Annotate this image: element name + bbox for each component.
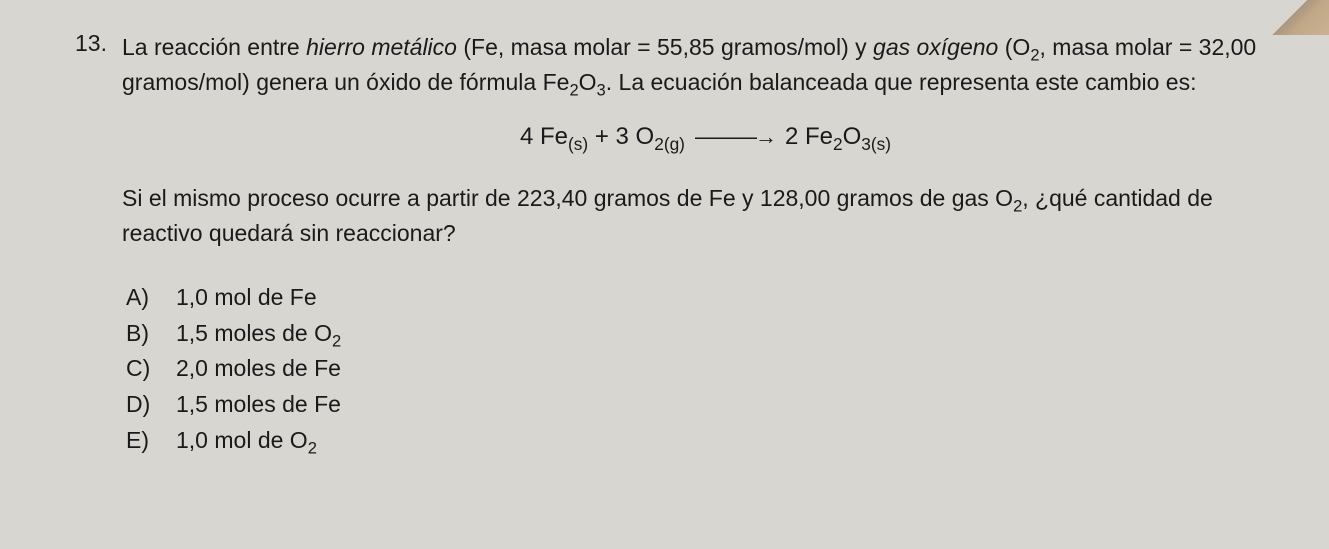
- equation-term: 2 Fe: [785, 123, 833, 150]
- text-segment: 1,0 mol de O: [176, 427, 308, 453]
- option-d: D) 1,5 moles de Fe: [126, 387, 1289, 423]
- option-text: 1,0 mol de O2: [176, 423, 317, 459]
- question-body: La reacción entre hierro metálico (Fe, m…: [122, 30, 1289, 458]
- equation-term: 4 Fe: [520, 123, 568, 150]
- text-segment: O: [579, 69, 597, 95]
- equation-term: 3 O: [616, 123, 655, 150]
- option-letter: A): [126, 280, 156, 316]
- option-letter: C): [126, 351, 156, 387]
- subscript: 2: [1013, 197, 1022, 216]
- option-text: 2,0 moles de Fe: [176, 351, 341, 387]
- subscript: (s): [568, 134, 588, 154]
- chemical-equation: 4 Fe(s) + 3 O2(g) ———→ 2 Fe2O3(s): [122, 123, 1289, 151]
- italic-term: hierro metálico: [306, 34, 457, 60]
- answer-options: A) 1,0 mol de Fe B) 1,5 moles de O2 C) 2…: [126, 280, 1289, 458]
- text-segment: 1,5 moles de O: [176, 320, 332, 346]
- reaction-arrow: ———→: [695, 124, 775, 150]
- option-letter: D): [126, 387, 156, 423]
- option-b: B) 1,5 moles de O2: [126, 316, 1289, 352]
- text-segment: . La ecuación balanceada que representa …: [606, 69, 1197, 95]
- page-corner-shadow: [1269, 0, 1329, 35]
- option-text: 1,5 moles de O2: [176, 316, 341, 352]
- subscript: 2: [1030, 46, 1039, 65]
- subscript: 2: [833, 134, 843, 154]
- option-text: 1,0 mol de Fe: [176, 280, 317, 316]
- option-text: 1,5 moles de Fe: [176, 387, 341, 423]
- text-segment: (Fe, masa molar = 55,85 gramos/mol) y: [457, 34, 873, 60]
- subscript: 3(s): [861, 134, 891, 154]
- option-letter: E): [126, 423, 156, 459]
- subscript: 3: [597, 80, 606, 99]
- option-c: C) 2,0 moles de Fe: [126, 351, 1289, 387]
- subscript: 2: [308, 438, 317, 457]
- equation-plus: +: [588, 123, 615, 150]
- option-e: E) 1,0 mol de O2: [126, 423, 1289, 459]
- subscript: 2: [332, 331, 341, 350]
- question-number: 13.: [75, 30, 110, 57]
- option-a: A) 1,0 mol de Fe: [126, 280, 1289, 316]
- question-intro: La reacción entre hierro metálico (Fe, m…: [122, 30, 1289, 99]
- subscript: 2(g): [654, 134, 685, 154]
- subscript: 2: [569, 80, 578, 99]
- text-segment: La reacción entre: [122, 34, 306, 60]
- equation-term: O: [843, 123, 862, 150]
- text-segment: Si el mismo proceso ocurre a partir de 2…: [122, 185, 1013, 211]
- text-segment: (O: [998, 34, 1030, 60]
- question-block: 13. La reacción entre hierro metálico (F…: [75, 30, 1289, 458]
- option-letter: B): [126, 316, 156, 352]
- question-followup: Si el mismo proceso ocurre a partir de 2…: [122, 181, 1289, 250]
- italic-term: gas oxígeno: [873, 34, 998, 60]
